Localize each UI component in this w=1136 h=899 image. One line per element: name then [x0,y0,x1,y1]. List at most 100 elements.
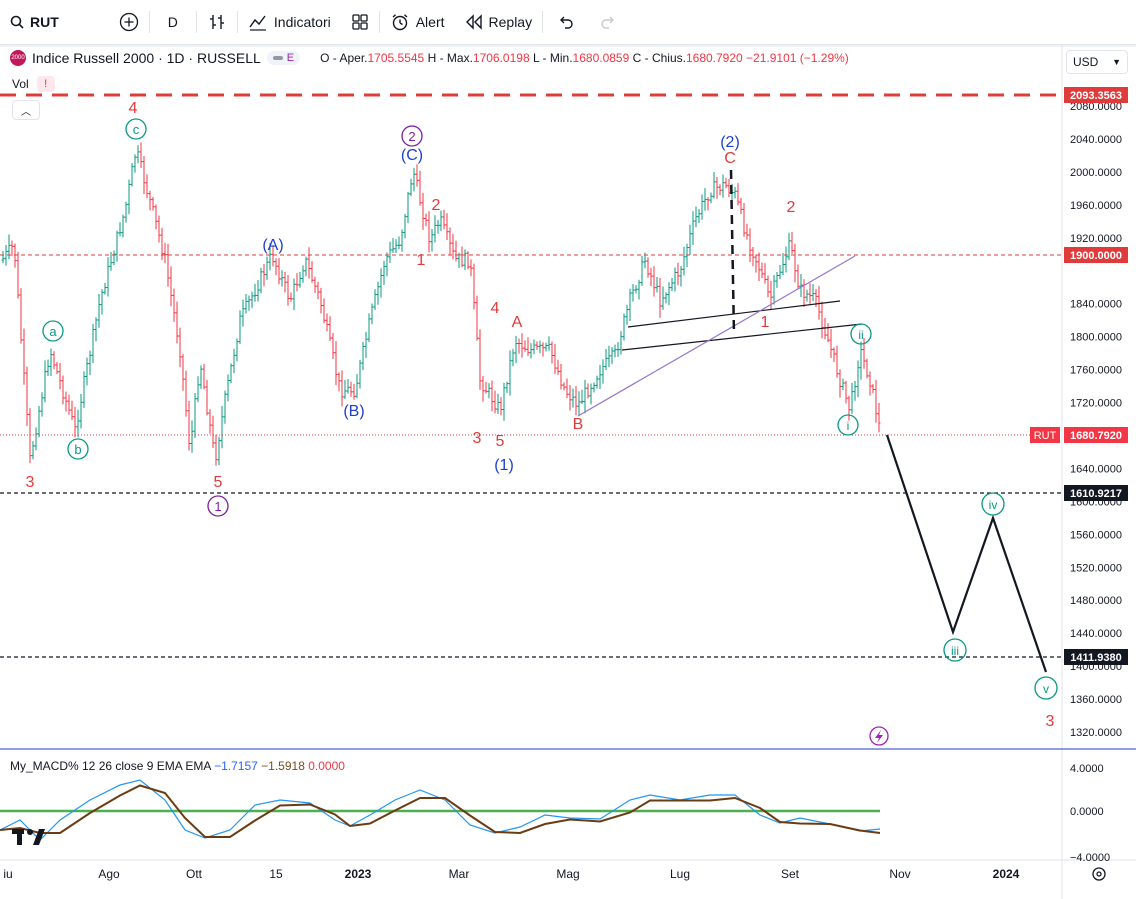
bar-chart-type-icon [207,12,227,32]
ohlc-values: O - Aper.1705.5545 H - Max.1706.0198 L -… [320,51,849,65]
chart-title[interactable]: Indice Russell 2000 · 1D · RUSSELL [32,50,261,66]
alert-label: Alert [415,14,445,30]
eye-icon [272,56,283,60]
signal-line [0,784,881,838]
time-axis[interactable]: iu Ago Ott 15 2023 Mar Mag Lug Set Nov 2024 [3,867,1019,881]
last-price-label: 1680.7920 [1070,430,1122,442]
time-tick-label: Ott [186,867,203,881]
wave-label: A [512,314,523,331]
price-tick-label: 1320.0000 [1070,727,1122,739]
volume-legend[interactable]: Vol ! [12,76,55,92]
vertical-dashed-line[interactable] [729,169,736,336]
hist-value: 0.0000 [308,759,345,773]
indicators-icon [248,12,268,32]
price-tick-label: 1640.0000 [1070,463,1122,475]
wave-label: iv [989,498,998,512]
search-icon [10,15,24,29]
price-tick-label: 1360.0000 [1070,694,1122,706]
resistance-level-label: 1900.0000 [1070,250,1122,262]
alarm-clock-icon [390,12,410,32]
signal-value: −1.5918 [261,759,305,773]
interval-button[interactable]: D [150,0,196,44]
wave-label: iii [951,644,959,658]
symbol-tag: RUT [1034,430,1057,442]
wave-label: 2 [432,197,441,214]
price-tick-label: 1800.0000 [1070,332,1122,344]
trendline-upper[interactable] [627,300,841,328]
wave-label: 3 [26,474,35,491]
grid-icon [351,13,369,31]
close-label: C - Chius. [632,51,686,65]
macd-tick-label: 4.0000 [1070,763,1104,775]
wave-label: 3 [1046,713,1055,730]
currency-select[interactable]: USD ▼ [1066,50,1128,74]
redo-button[interactable] [589,0,627,44]
time-tick-label: Nov [889,867,910,881]
undo-button[interactable] [543,0,589,44]
wave-label: 4 [129,100,138,117]
price-tick-label: 2040.0000 [1070,134,1122,146]
chart-type-button[interactable] [197,0,237,44]
lightning-icon[interactable] [869,726,889,746]
undo-icon [557,14,575,30]
index-logo: 2000 [10,50,26,66]
price-chart[interactable]: 4 c a b 3 5 1 (A) (B) 2 (C) 2 1 4 A 3 5 … [0,44,1136,899]
redo-icon [599,14,617,30]
wave-label: 3 [473,430,482,447]
time-tick-label: Mag [556,867,579,881]
settings-icon[interactable] [1092,867,1106,881]
time-tick-label: iu [3,867,12,881]
low-label: L - Min. [532,51,573,65]
wave-label: v [1043,682,1049,696]
collapse-legend-button[interactable]: ︿ [12,100,40,120]
open-value: 1705.5545 [367,51,425,65]
badge-label: E [286,52,295,64]
wave-label: (2) [720,134,740,151]
replay-button[interactable]: Replay [455,0,543,44]
close-value: 1680.7920 [685,51,743,65]
price-axis[interactable]: 2080.0000 2040.0000 2000.0000 1960.0000 1920… [1070,101,1122,739]
divider [148,11,150,33]
layouts-button[interactable] [341,0,379,44]
wave-label: 4 [491,300,500,317]
warning-icon[interactable]: ! [36,76,55,92]
price-tick-label: 1720.0000 [1070,398,1122,410]
macd-pane[interactable]: 4.0000 0.0000 −4.0000 [0,763,1110,864]
projection-path[interactable] [885,434,1048,673]
macd-axis[interactable]: 4.0000 0.0000 −4.0000 [1070,763,1110,864]
trendline-lower[interactable] [621,323,863,351]
plus-circle-icon [119,12,139,32]
indicators-button[interactable]: Indicatori [238,0,341,44]
divider [542,11,544,33]
tradingview-logo[interactable] [12,829,45,845]
price-tick-label: 2000.0000 [1070,167,1122,179]
wave-label: (C) [401,147,423,164]
time-tick-label: Ago [98,867,120,881]
macd-tick-label: −4.0000 [1070,852,1110,864]
wave-label: a [49,324,57,339]
channel-line[interactable] [577,255,856,417]
symbol-name: RUT [30,14,59,30]
macd-legend[interactable]: My_MACD% 12 26 close 9 EMA EMA −1.7157 −… [10,759,345,773]
wave-label: 2 [408,129,415,144]
compare-button[interactable] [109,0,149,44]
macd-tick-label: 0.0000 [1070,806,1104,818]
chevron-down-icon: ▼ [1112,57,1121,67]
high-label: H - Max. [427,51,473,65]
replay-label: Replay [488,14,533,30]
wave-label: (A) [262,237,283,254]
divider [236,11,238,33]
alert-button[interactable]: Alert [380,0,455,44]
divider [378,11,380,33]
change-value: −21.9101 (−1.29%) [746,51,849,65]
low-value: 1680.0859 [572,51,630,65]
symbol-search[interactable]: RUT [0,0,69,44]
macd-indicator-name: My_MACD% 12 26 close 9 EMA EMA [10,759,211,773]
time-tick-label: Lug [670,867,690,881]
wave-label: 1 [417,252,426,269]
wave-label: c [133,122,140,137]
wave-label: b [74,442,81,457]
macd-line [0,779,881,841]
badge[interactable]: E [266,51,301,65]
chart-legend: 2000 Indice Russell 2000 · 1D · RUSSELL … [10,50,849,66]
